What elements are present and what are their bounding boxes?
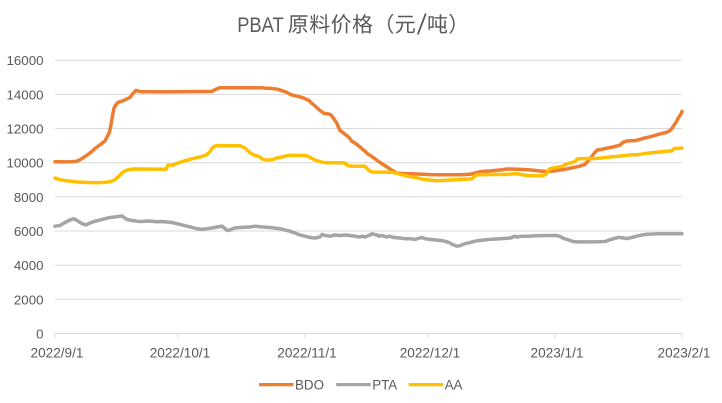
svg-text:AA: AA [445,378,463,393]
svg-text:16000: 16000 [7,53,44,68]
svg-text:10000: 10000 [7,156,44,171]
svg-text:4000: 4000 [14,258,44,273]
svg-text:12000: 12000 [7,122,44,137]
svg-text:2022/9/1: 2022/9/1 [31,346,84,361]
svg-text:PTA: PTA [372,378,397,393]
svg-text:PBAT: PBAT [237,14,284,37]
svg-text:6000: 6000 [14,224,44,239]
svg-text:14000: 14000 [7,87,44,102]
svg-text:2022/12/1: 2022/12/1 [400,346,460,361]
svg-text:2023/1/1: 2023/1/1 [531,346,584,361]
svg-text:0: 0 [36,327,43,342]
svg-text:BDO: BDO [295,378,324,393]
svg-text:2023/2/1: 2023/2/1 [658,346,711,361]
svg-text:8000: 8000 [14,190,44,205]
svg-text:2022/11/1: 2022/11/1 [277,346,336,361]
svg-text:2000: 2000 [14,292,44,307]
svg-text:2022/10/1: 2022/10/1 [150,346,210,361]
